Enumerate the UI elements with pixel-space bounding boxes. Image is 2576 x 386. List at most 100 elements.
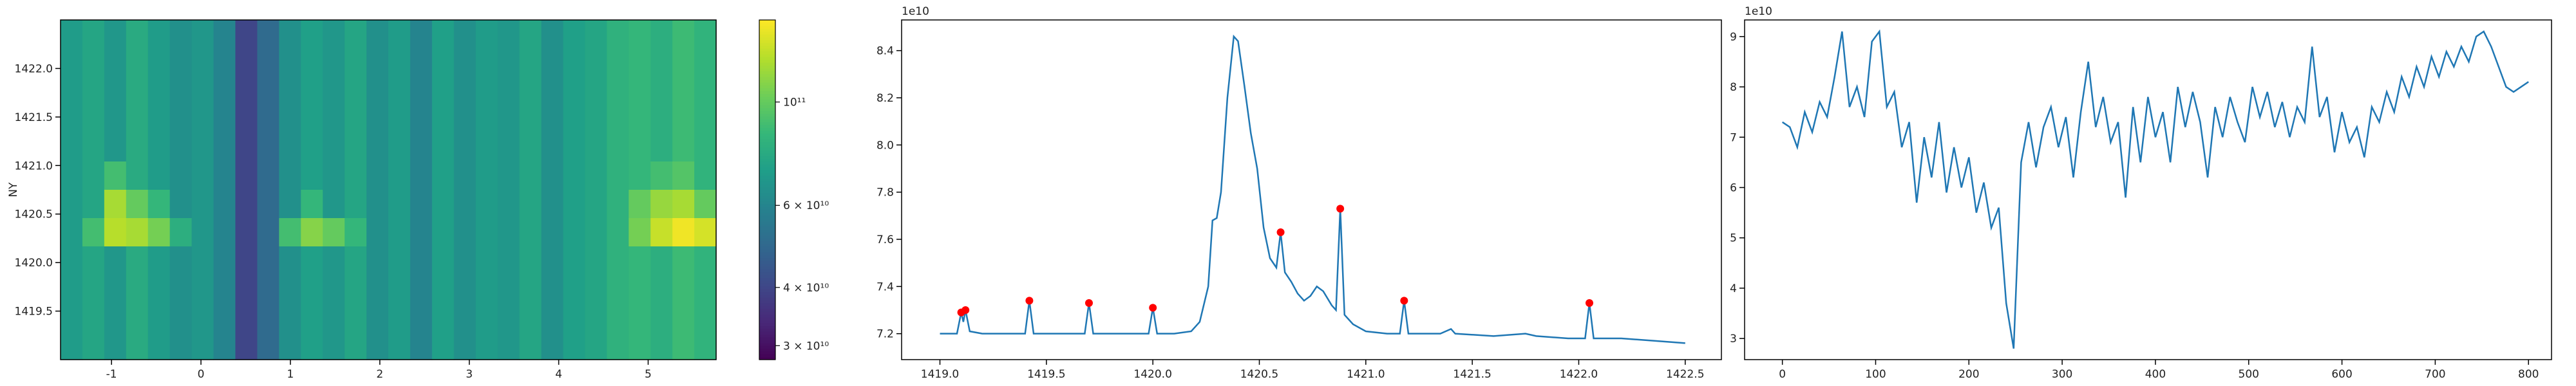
heatmap-cell	[629, 133, 651, 162]
heatmap-cell	[366, 105, 389, 134]
heatmap-cell	[431, 105, 455, 134]
colorbar-swatch	[759, 201, 775, 205]
colorbar-swatch	[759, 158, 775, 162]
heatmap-cell	[82, 20, 105, 49]
heatmap-cell	[147, 105, 171, 134]
heatmap-cell	[301, 275, 323, 304]
heatmap-cell	[235, 77, 258, 106]
heatmap-cell	[585, 275, 607, 304]
colorbar-swatch	[759, 317, 775, 320]
heatmap-cell	[453, 246, 477, 275]
colorbar-swatch	[759, 275, 775, 278]
heatmap-cell	[672, 161, 695, 190]
heatmap-cell	[213, 246, 236, 275]
colorbar-swatch	[759, 122, 775, 125]
heatmap-cell	[126, 105, 149, 134]
axes-frame	[901, 19, 1722, 360]
heatmap-cell	[541, 246, 564, 275]
heatmap-cell	[541, 105, 564, 134]
heatmap-cell	[541, 20, 564, 49]
heatmap-cell	[585, 246, 607, 275]
colorbar-swatch	[759, 68, 775, 71]
heatmap-cell	[694, 20, 717, 49]
colorbar-swatch	[759, 241, 775, 244]
heatmap-cell	[301, 190, 323, 219]
heatmap-cell	[235, 303, 258, 332]
heatmap-cell	[585, 133, 607, 162]
x-tick-label: 100	[1865, 368, 1886, 381]
heatmap-cell	[169, 20, 193, 49]
colorbar-swatch	[759, 65, 775, 69]
colorbar-swatch	[759, 147, 775, 151]
colorbar-swatch	[759, 42, 775, 46]
heatmap-cell	[585, 218, 607, 247]
heatmap-cell	[213, 20, 236, 49]
heatmap-cell	[563, 190, 585, 219]
heatmap-cell	[301, 77, 323, 106]
heatmap-cell	[585, 190, 607, 219]
colorbar-swatch	[759, 51, 775, 55]
colorbar-swatch	[759, 314, 775, 318]
heatmap-cell	[169, 48, 193, 77]
heatmap-cell	[147, 48, 171, 77]
x-tick-label: 400	[2145, 368, 2166, 381]
heatmap-cell	[694, 105, 717, 134]
colorbar-swatch	[759, 187, 775, 190]
colorbar-swatch	[759, 91, 775, 94]
colorbar-swatch	[759, 184, 775, 188]
heatmap-cell	[301, 246, 323, 275]
heatmap-cell	[147, 133, 171, 162]
heatmap-cell	[388, 77, 411, 106]
colorbar-swatch	[759, 138, 775, 142]
heatmap-cell	[585, 303, 607, 332]
colorbar-swatch	[759, 156, 775, 160]
peak-marker	[1149, 304, 1157, 312]
heatmap-cell	[191, 20, 214, 49]
heatmap-cell	[475, 20, 498, 49]
heatmap-cell	[257, 275, 279, 304]
colorbar-swatch	[759, 192, 775, 196]
x-tick-label: 3	[466, 368, 473, 381]
colorbar-swatch	[759, 152, 775, 156]
heatmap-cell	[61, 275, 83, 304]
x-tick-label: 700	[2425, 368, 2445, 381]
x-tick-label: 0	[1779, 368, 1786, 381]
heatmap-cell	[366, 303, 389, 332]
colorbar-swatch	[759, 218, 775, 221]
y-tick-label: 4	[1730, 282, 1737, 295]
heatmap-cell	[497, 218, 520, 247]
x-tick-label: 2	[376, 368, 383, 381]
heatmap-cell	[410, 20, 433, 49]
heatmap-cell	[147, 161, 171, 190]
colorbar-swatch	[759, 144, 775, 148]
colorbar-swatch	[759, 243, 775, 247]
colorbar-swatch	[759, 99, 775, 103]
heatmap-cell	[126, 77, 149, 106]
heatmap-cell	[301, 218, 323, 247]
heatmap-cell	[126, 331, 149, 360]
heatmap-cell	[104, 218, 127, 247]
heatmap-cell	[82, 275, 105, 304]
heatmap-cell	[519, 275, 542, 304]
heatmap-cell	[694, 331, 717, 360]
heatmap-cell	[257, 133, 279, 162]
y-tick-label: 8.0	[876, 139, 894, 152]
heatmap-cell	[453, 190, 477, 219]
heatmap-cell	[410, 48, 433, 77]
heatmap-cell	[650, 246, 673, 275]
heatmap-cell	[104, 275, 127, 304]
colorbar-swatch	[759, 212, 775, 216]
heatmap-cell	[104, 161, 127, 190]
heatmap-cell	[650, 331, 673, 360]
x-tick-label: 0	[198, 368, 205, 381]
heatmap-cell	[61, 161, 83, 190]
heatmap-cell	[475, 161, 498, 190]
y-tick-label: 1419.5	[15, 306, 53, 318]
heatmap-cell	[345, 48, 367, 77]
x-tick-label: 800	[2518, 368, 2539, 381]
colorbar-swatch	[759, 170, 775, 174]
heatmap-cell	[672, 331, 695, 360]
heatmap-cell	[366, 275, 389, 304]
heatmap-cell	[607, 77, 629, 106]
heatmap-cell	[82, 161, 105, 190]
